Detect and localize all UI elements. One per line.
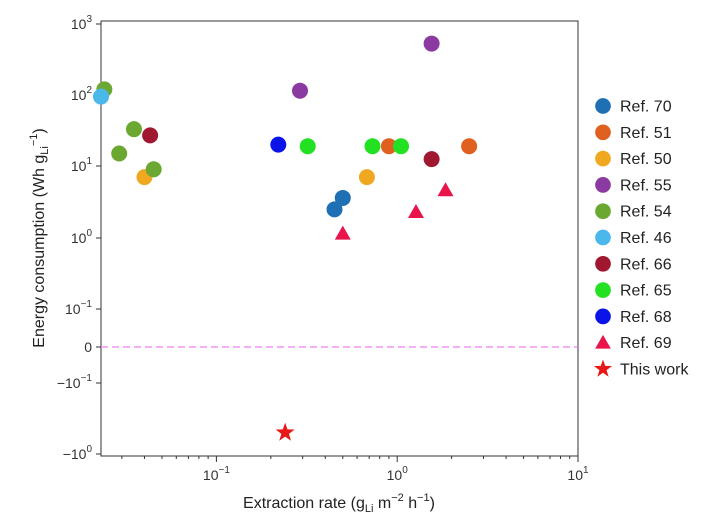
data-point: [299, 138, 316, 155]
legend-marker: [595, 308, 611, 325]
data-point: [437, 182, 454, 197]
data-point: [334, 225, 351, 240]
y-tick-label: 101: [71, 156, 93, 174]
y-tick-label: 103: [71, 14, 93, 32]
data-point: [364, 138, 381, 155]
legend-label: Ref. 65: [620, 283, 672, 300]
legend-label: Ref. 66: [620, 256, 672, 273]
data-point: [334, 189, 351, 206]
data-point: [326, 201, 343, 218]
legend-marker: [595, 177, 611, 193]
data-point: [423, 151, 440, 168]
x-axis-title: Extraction rate (gLi m−2 h−1): [243, 492, 435, 515]
legend-marker: [593, 359, 613, 377]
data-point: [145, 161, 162, 178]
legend-label: This work: [620, 362, 689, 379]
y-axis-ticks: 103 102 101 100 10−1 0 −10−1 −100: [57, 14, 101, 462]
legend-label: Ref. 68: [620, 309, 672, 326]
data-point: [275, 422, 295, 441]
data-point: [111, 145, 128, 162]
y-tick-label: 100: [71, 228, 93, 246]
legend-marker: [595, 150, 611, 167]
x-tick-label: 100: [387, 465, 409, 483]
y-axis-title: Energy consumption (Wh gLi−1): [28, 128, 51, 347]
y-tick-label: 10−1: [65, 299, 92, 317]
data-point: [125, 121, 142, 138]
legend-label: Ref. 69: [620, 335, 672, 352]
data-point: [270, 136, 287, 153]
legend-marker: [595, 334, 611, 349]
data-points: [93, 35, 478, 441]
legend-marker: [595, 98, 611, 114]
data-point: [461, 138, 478, 155]
data-point: [380, 138, 397, 155]
legend-marker: [595, 203, 611, 220]
y-tick-label: 102: [71, 85, 93, 103]
legend-label: Ref. 54: [620, 204, 672, 221]
data-point: [358, 169, 375, 186]
data-point: [292, 82, 309, 99]
legend-label: Ref. 55: [620, 177, 672, 194]
legend-label: Ref. 46: [620, 230, 672, 247]
x-axis-ticks: 10−1 100 101: [121, 456, 589, 483]
legend-label: Ref. 50: [620, 151, 672, 168]
x-tick-label: 10−1: [203, 465, 230, 483]
legend: Ref. 70 Ref. 51 Ref. 50 Ref. 55 Ref. 54 Ref. …: [593, 98, 689, 379]
x-tick-label: 101: [567, 465, 589, 483]
y-tick-label: −100: [63, 444, 93, 462]
legend-marker: [595, 124, 611, 141]
legend-marker: [595, 255, 611, 272]
legend-label: Ref. 51: [620, 125, 672, 142]
legend-marker: [595, 282, 611, 298]
data-point: [423, 35, 440, 52]
legend-marker: [595, 229, 611, 246]
data-point: [142, 127, 159, 144]
data-point: [407, 203, 424, 218]
data-point: [393, 138, 410, 155]
legend-label: Ref. 70: [620, 99, 672, 116]
y-tick-label: 0: [84, 339, 92, 355]
data-point: [93, 88, 109, 105]
y-tick-label: −10−1: [57, 373, 93, 391]
